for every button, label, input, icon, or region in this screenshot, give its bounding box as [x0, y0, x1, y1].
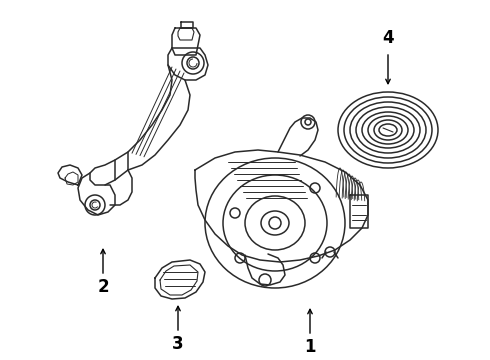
Text: 1: 1: [304, 338, 316, 356]
Text: 3: 3: [172, 335, 184, 353]
Text: 4: 4: [382, 29, 394, 47]
Text: 2: 2: [97, 278, 109, 296]
